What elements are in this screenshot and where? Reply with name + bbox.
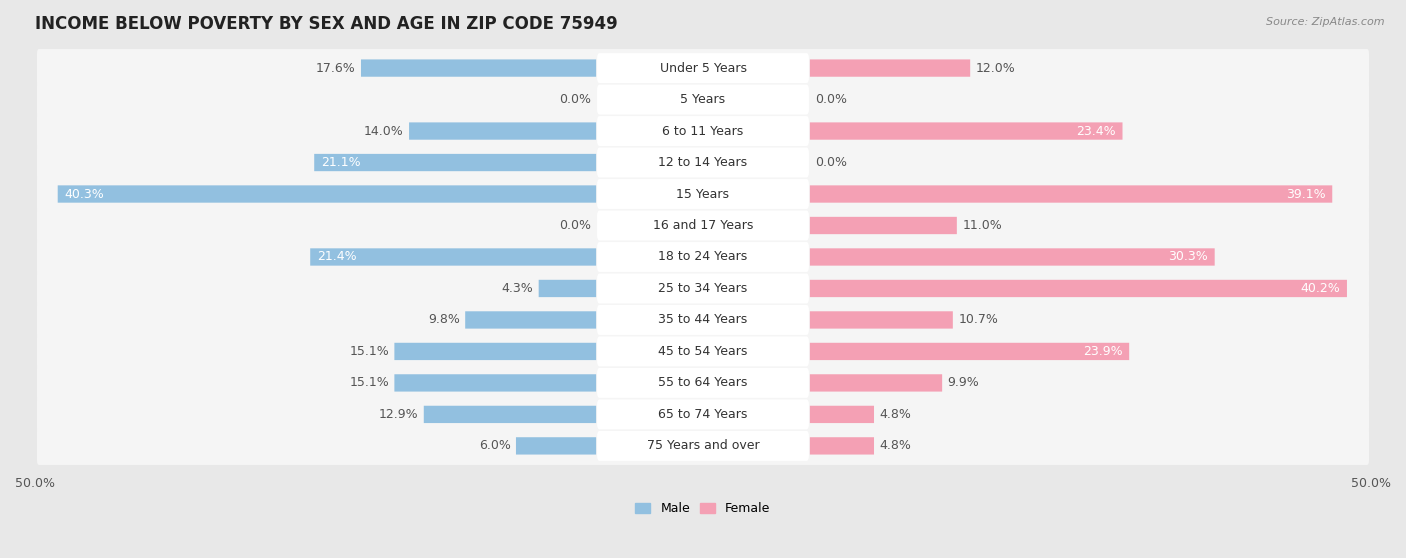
FancyBboxPatch shape [598, 210, 808, 240]
FancyBboxPatch shape [810, 343, 1129, 360]
Text: 65 to 74 Years: 65 to 74 Years [658, 408, 748, 421]
Text: 23.4%: 23.4% [1076, 124, 1116, 137]
FancyBboxPatch shape [810, 217, 957, 234]
Text: 0.0%: 0.0% [815, 93, 848, 106]
FancyBboxPatch shape [37, 238, 1369, 276]
Text: 15.1%: 15.1% [349, 377, 389, 389]
FancyBboxPatch shape [810, 374, 942, 392]
Text: 15.1%: 15.1% [349, 345, 389, 358]
Text: 9.8%: 9.8% [427, 314, 460, 326]
Text: 21.4%: 21.4% [316, 251, 357, 263]
FancyBboxPatch shape [37, 80, 1369, 119]
FancyBboxPatch shape [598, 242, 808, 272]
Text: 18 to 24 Years: 18 to 24 Years [658, 251, 748, 263]
FancyBboxPatch shape [37, 301, 1369, 339]
FancyBboxPatch shape [37, 364, 1369, 402]
FancyBboxPatch shape [538, 280, 596, 297]
FancyBboxPatch shape [810, 248, 1215, 266]
Legend: Male, Female: Male, Female [630, 498, 776, 521]
Text: 75 Years and over: 75 Years and over [647, 439, 759, 453]
Text: 30.3%: 30.3% [1168, 251, 1208, 263]
FancyBboxPatch shape [37, 143, 1369, 181]
FancyBboxPatch shape [314, 154, 596, 171]
Text: 12 to 14 Years: 12 to 14 Years [658, 156, 748, 169]
FancyBboxPatch shape [810, 406, 875, 423]
Text: 16 and 17 Years: 16 and 17 Years [652, 219, 754, 232]
FancyBboxPatch shape [810, 185, 1333, 203]
Text: 4.3%: 4.3% [502, 282, 533, 295]
FancyBboxPatch shape [409, 122, 596, 140]
FancyBboxPatch shape [37, 427, 1369, 465]
FancyBboxPatch shape [37, 333, 1369, 371]
Text: 12.0%: 12.0% [976, 61, 1015, 75]
FancyBboxPatch shape [37, 396, 1369, 434]
FancyBboxPatch shape [361, 59, 596, 77]
Text: 5 Years: 5 Years [681, 93, 725, 106]
FancyBboxPatch shape [810, 311, 953, 329]
FancyBboxPatch shape [598, 368, 808, 398]
FancyBboxPatch shape [37, 270, 1369, 307]
FancyBboxPatch shape [810, 59, 970, 77]
Text: 35 to 44 Years: 35 to 44 Years [658, 314, 748, 326]
Text: 40.2%: 40.2% [1301, 282, 1340, 295]
FancyBboxPatch shape [810, 122, 1122, 140]
FancyBboxPatch shape [598, 116, 808, 146]
Text: 25 to 34 Years: 25 to 34 Years [658, 282, 748, 295]
Text: 11.0%: 11.0% [962, 219, 1002, 232]
FancyBboxPatch shape [598, 431, 808, 461]
Text: 17.6%: 17.6% [316, 61, 356, 75]
FancyBboxPatch shape [37, 112, 1369, 150]
Text: Source: ZipAtlas.com: Source: ZipAtlas.com [1267, 17, 1385, 27]
FancyBboxPatch shape [311, 248, 596, 266]
FancyBboxPatch shape [598, 85, 808, 114]
Text: 55 to 64 Years: 55 to 64 Years [658, 377, 748, 389]
Text: 45 to 54 Years: 45 to 54 Years [658, 345, 748, 358]
FancyBboxPatch shape [598, 179, 808, 209]
Text: 0.0%: 0.0% [558, 93, 591, 106]
Text: 9.9%: 9.9% [948, 377, 979, 389]
Text: 6 to 11 Years: 6 to 11 Years [662, 124, 744, 137]
FancyBboxPatch shape [810, 437, 875, 455]
Text: 4.8%: 4.8% [879, 408, 911, 421]
FancyBboxPatch shape [58, 185, 596, 203]
FancyBboxPatch shape [37, 206, 1369, 244]
Text: 12.9%: 12.9% [378, 408, 419, 421]
FancyBboxPatch shape [598, 147, 808, 177]
Text: 6.0%: 6.0% [478, 439, 510, 453]
FancyBboxPatch shape [465, 311, 596, 329]
FancyBboxPatch shape [516, 437, 596, 455]
FancyBboxPatch shape [37, 49, 1369, 87]
FancyBboxPatch shape [37, 175, 1369, 213]
Text: 14.0%: 14.0% [364, 124, 404, 137]
FancyBboxPatch shape [395, 343, 596, 360]
FancyBboxPatch shape [598, 53, 808, 83]
Text: 0.0%: 0.0% [815, 156, 848, 169]
FancyBboxPatch shape [598, 400, 808, 429]
Text: 4.8%: 4.8% [879, 439, 911, 453]
FancyBboxPatch shape [423, 406, 596, 423]
Text: INCOME BELOW POVERTY BY SEX AND AGE IN ZIP CODE 75949: INCOME BELOW POVERTY BY SEX AND AGE IN Z… [35, 15, 617, 33]
Text: 10.7%: 10.7% [957, 314, 998, 326]
FancyBboxPatch shape [395, 374, 596, 392]
FancyBboxPatch shape [598, 336, 808, 367]
FancyBboxPatch shape [598, 305, 808, 335]
Text: 39.1%: 39.1% [1286, 187, 1326, 200]
Text: 15 Years: 15 Years [676, 187, 730, 200]
FancyBboxPatch shape [598, 273, 808, 304]
FancyBboxPatch shape [810, 280, 1347, 297]
Text: 21.1%: 21.1% [321, 156, 360, 169]
Text: 40.3%: 40.3% [65, 187, 104, 200]
Text: 23.9%: 23.9% [1083, 345, 1122, 358]
Text: 0.0%: 0.0% [558, 219, 591, 232]
Text: Under 5 Years: Under 5 Years [659, 61, 747, 75]
